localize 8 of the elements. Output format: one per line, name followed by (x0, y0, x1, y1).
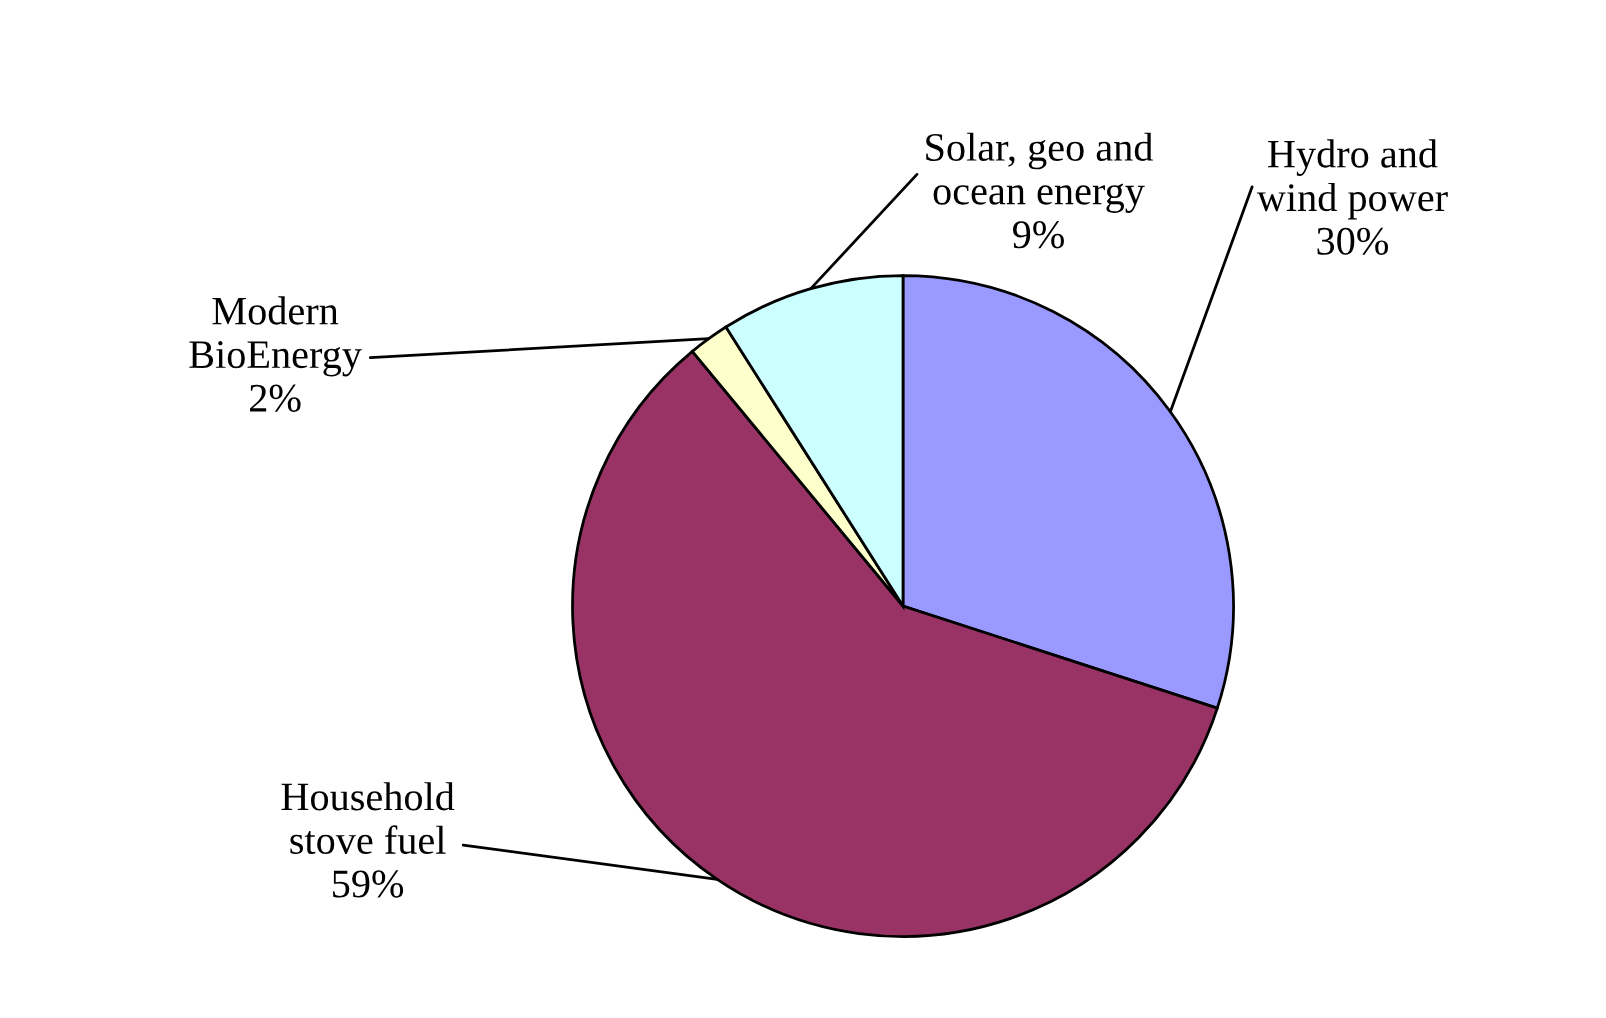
slice-label: Household stove fuel (281, 782, 455, 855)
slice-label: Solar, geo and ocean energy (926, 132, 1153, 213)
data-label: 2% (250, 384, 301, 412)
data-label: 59% (333, 870, 404, 898)
slice-label: Modern BioEnergy (189, 296, 362, 377)
data-label: 30% (1317, 227, 1388, 255)
data-label: 9% (1012, 221, 1064, 249)
slice-label: Hydro and wind power (1256, 139, 1448, 220)
